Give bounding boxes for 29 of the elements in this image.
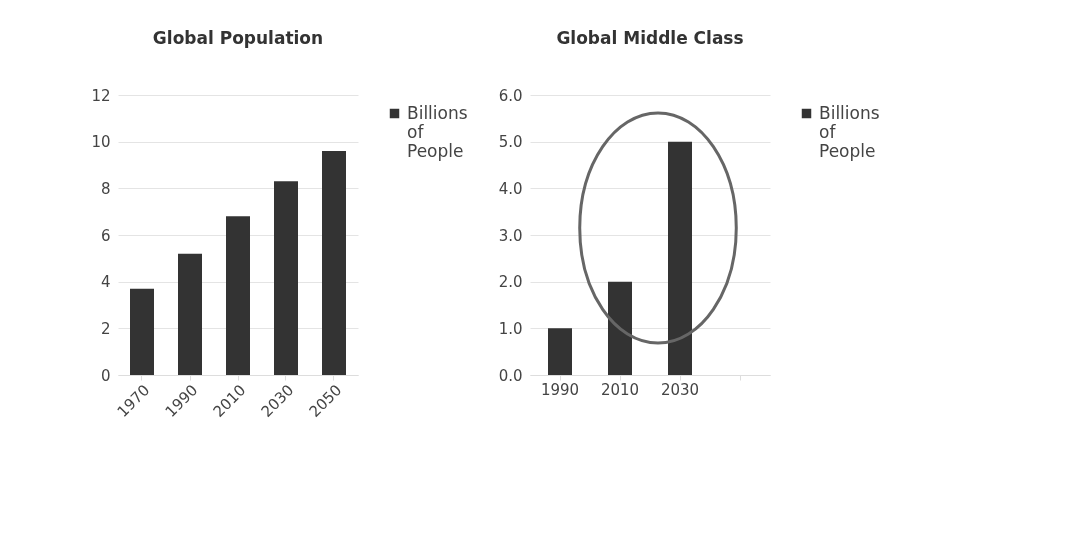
bar (548, 328, 572, 375)
y-tick-label: 5.0 (498, 133, 523, 152)
chart-title: Global Population (152, 28, 324, 48)
y-tick-label: 2 (100, 319, 111, 338)
bar (226, 216, 250, 375)
y-tick-label: 6.0 (498, 86, 523, 105)
y-tick-label: 2.0 (498, 273, 523, 292)
y-tick-label: 3.0 (498, 226, 523, 245)
x-tick-label: 2030 (660, 380, 700, 399)
y-tick-label: 12 (91, 86, 111, 105)
y-tick-label: 10 (91, 133, 111, 152)
legend-label: Billions of People (819, 102, 880, 161)
x-tick-label: 1990 (540, 380, 580, 399)
chart-title: Global Middle Class (556, 28, 744, 48)
x-tick-label: 2010 (600, 380, 640, 399)
bar (274, 181, 298, 375)
y-tick-label: 4.0 (498, 179, 523, 198)
y-tick-label: 1.0 (498, 319, 523, 338)
y-tick-label: 4 (100, 273, 111, 292)
y-tick-label: 0.0 (498, 366, 523, 385)
bar (608, 281, 632, 375)
bar (178, 253, 202, 375)
bar (668, 141, 692, 375)
bar (322, 151, 346, 375)
y-tick-label: 6 (100, 226, 111, 245)
legend-label: Billions of People (407, 102, 468, 161)
y-tick-label: 8 (100, 179, 111, 198)
bar (130, 288, 154, 375)
y-tick-label: 0 (100, 366, 111, 385)
